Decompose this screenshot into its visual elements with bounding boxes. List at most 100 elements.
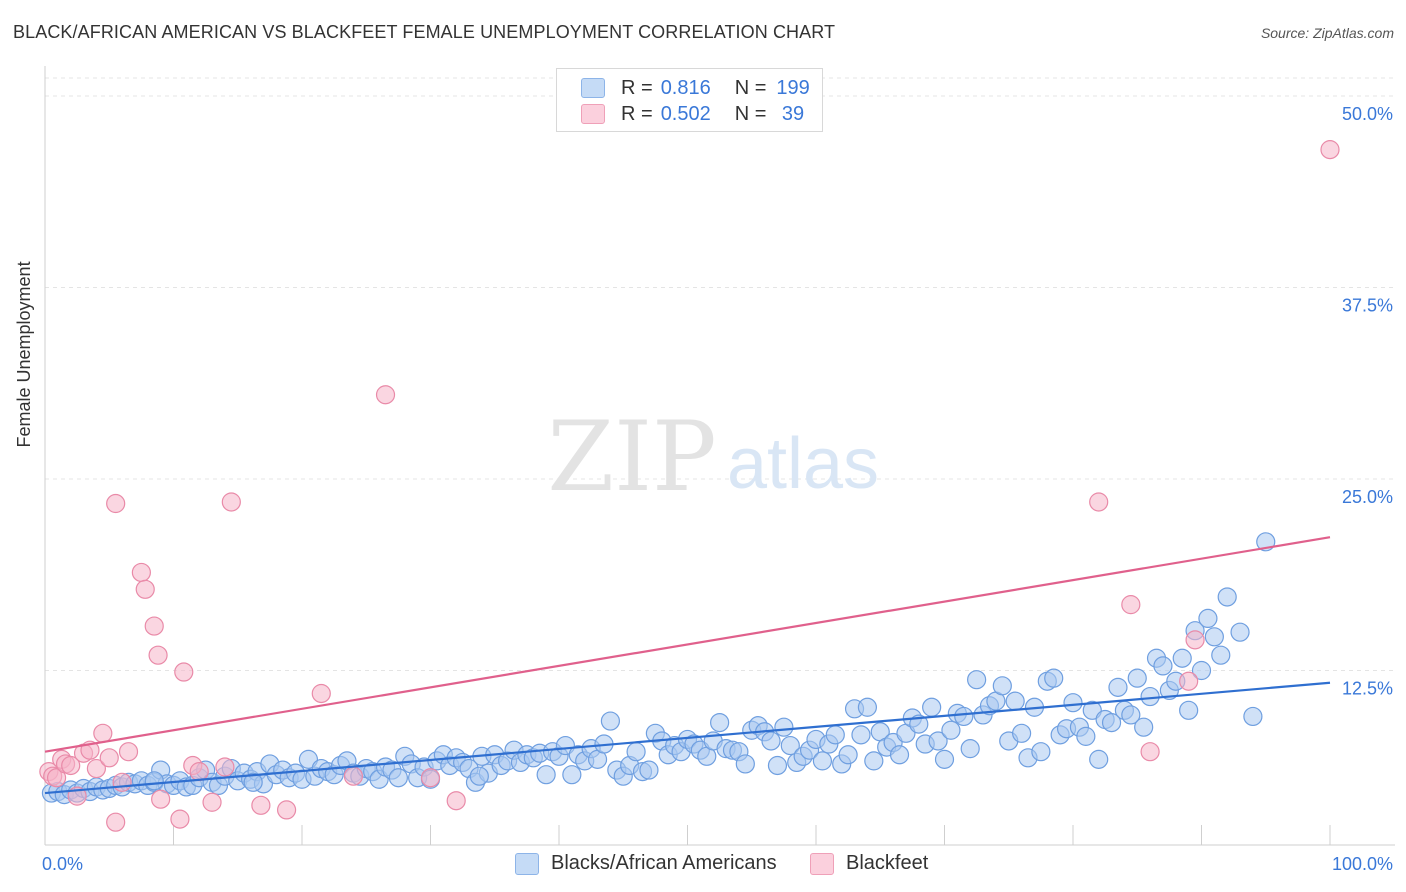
data-point — [86, 758, 107, 779]
data-point — [170, 809, 190, 829]
x-tick-label-min: 0.0% — [42, 854, 83, 874]
data-point — [857, 697, 878, 717]
data-point — [1108, 677, 1128, 697]
data-point — [118, 742, 139, 762]
data-point — [1121, 595, 1141, 615]
data-point — [1089, 492, 1109, 512]
data-point — [1185, 630, 1205, 650]
data-point — [864, 751, 884, 771]
gridlines — [45, 77, 1395, 671]
trend-line-blacks — [44, 681, 1331, 795]
data-point — [469, 766, 489, 786]
data-point — [1191, 660, 1212, 681]
data-point — [144, 771, 164, 791]
data-point — [311, 683, 331, 704]
legend-n-label: N = — [734, 76, 767, 99]
data-point — [1243, 706, 1263, 727]
data-point — [600, 711, 621, 731]
legend-n-value: 39 — [776, 102, 805, 125]
data-point — [1217, 587, 1237, 607]
axes — [44, 66, 1395, 846]
data-point — [106, 493, 126, 514]
data-point — [202, 792, 222, 812]
data-point — [375, 385, 396, 405]
y-tick-label: 50.0% — [1342, 104, 1393, 124]
bottom-legend-label: Blacks/African Americans — [551, 852, 777, 874]
data-point — [221, 492, 241, 512]
y-tick-label: 37.5% — [1342, 296, 1393, 316]
data-point — [639, 760, 659, 780]
legend-r-value: 0.502 — [660, 102, 711, 125]
correlation-legend: R = 0.816 N = 199 R = 0.502 N = 39 — [556, 68, 823, 132]
legend-r-value: 0.816 — [660, 76, 711, 99]
data-point — [1076, 726, 1096, 746]
data-point — [1172, 648, 1192, 668]
data-point — [1101, 712, 1122, 733]
watermark: ZIP atlas — [547, 401, 879, 513]
data-point — [131, 562, 151, 583]
y-axis-label: Female Unemployment — [14, 261, 34, 448]
series-blackfeet — [39, 140, 1340, 832]
data-point — [135, 579, 155, 599]
data-point — [1320, 140, 1340, 160]
data-point — [1140, 742, 1160, 762]
trend-line-blackfeet — [44, 536, 1331, 753]
data-point — [276, 800, 297, 820]
data-point — [767, 755, 788, 776]
data-point — [851, 725, 871, 745]
data-point — [388, 768, 408, 788]
data-point — [562, 765, 582, 785]
data-point — [446, 791, 466, 811]
y-tick-label: 12.5% — [1342, 679, 1393, 699]
legend-r-label: R = — [621, 76, 653, 99]
data-point — [774, 717, 794, 737]
data-point — [251, 795, 271, 815]
data-point — [825, 725, 845, 745]
legend-swatch-blue — [581, 78, 605, 98]
legend-swatch-pink — [581, 104, 605, 124]
data-point — [1198, 608, 1218, 629]
legend-n-value: 199 — [776, 76, 810, 99]
data-point — [780, 735, 800, 756]
bottom-legend-swatch-pink — [810, 852, 834, 875]
data-point — [954, 706, 974, 727]
data-point — [106, 812, 126, 832]
data-point — [61, 755, 81, 776]
bottom-legend-swatch-blue — [515, 852, 539, 875]
data-point — [1134, 717, 1154, 737]
data-point — [99, 748, 119, 768]
data-point — [1127, 668, 1147, 688]
data-point — [215, 757, 235, 777]
data-point — [992, 676, 1012, 696]
data-point — [420, 768, 441, 788]
data-point — [93, 723, 113, 743]
data-point — [1044, 668, 1064, 688]
data-point — [1204, 627, 1224, 647]
data-point — [1063, 693, 1083, 713]
legend-row-blackfeet: R = 0.502 N = 39 — [581, 101, 804, 127]
data-point — [1179, 671, 1199, 691]
data-point — [1211, 645, 1231, 665]
data-point — [960, 739, 980, 759]
data-point — [761, 731, 781, 751]
data-point — [148, 645, 168, 665]
data-point — [928, 731, 948, 751]
data-point — [1089, 749, 1109, 769]
data-point — [144, 616, 164, 636]
legend-n-label: N = — [734, 102, 767, 125]
data-point — [46, 768, 67, 788]
data-point — [343, 766, 363, 786]
trend-lines — [44, 536, 1331, 795]
data-point — [934, 749, 955, 769]
watermark-atlas: atlas — [727, 424, 879, 504]
data-point — [909, 714, 929, 734]
data-point — [967, 670, 987, 690]
data-point — [243, 772, 263, 792]
data-point — [812, 751, 833, 771]
data-point — [151, 789, 171, 809]
data-point — [1153, 656, 1173, 676]
data-point — [189, 762, 209, 782]
tick-labels: 12.5% 25.0% 37.5% 50.0% 0.0% 100.0% — [42, 104, 1393, 874]
source-credit: Source: ZipAtlas.com — [1260, 25, 1394, 41]
x-tick-label-max: 100.0% — [1332, 854, 1393, 874]
